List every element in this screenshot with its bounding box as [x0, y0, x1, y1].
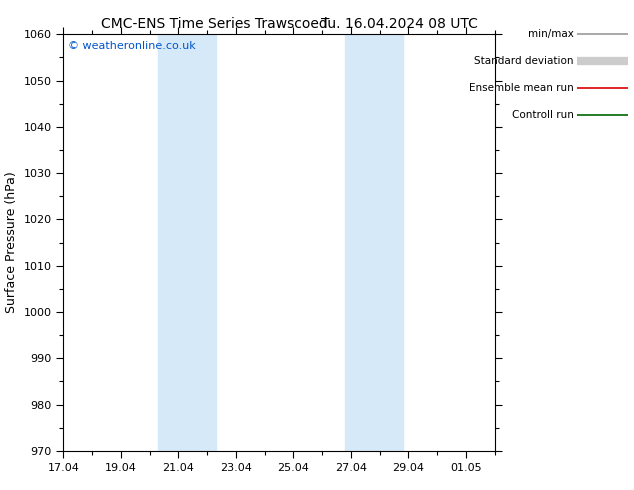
Text: Standard deviation: Standard deviation: [474, 56, 574, 66]
Text: © weatheronline.co.uk: © weatheronline.co.uk: [68, 41, 195, 50]
Text: Tu. 16.04.2024 08 UTC: Tu. 16.04.2024 08 UTC: [321, 17, 478, 31]
Text: Ensemble mean run: Ensemble mean run: [469, 83, 574, 93]
Text: CMC-ENS Time Series Trawscoed: CMC-ENS Time Series Trawscoed: [101, 17, 328, 31]
Text: Controll run: Controll run: [512, 110, 574, 120]
Bar: [158, 34, 216, 451]
Text: min/max: min/max: [528, 29, 574, 39]
Bar: [345, 34, 403, 451]
Y-axis label: Surface Pressure (hPa): Surface Pressure (hPa): [5, 172, 18, 314]
